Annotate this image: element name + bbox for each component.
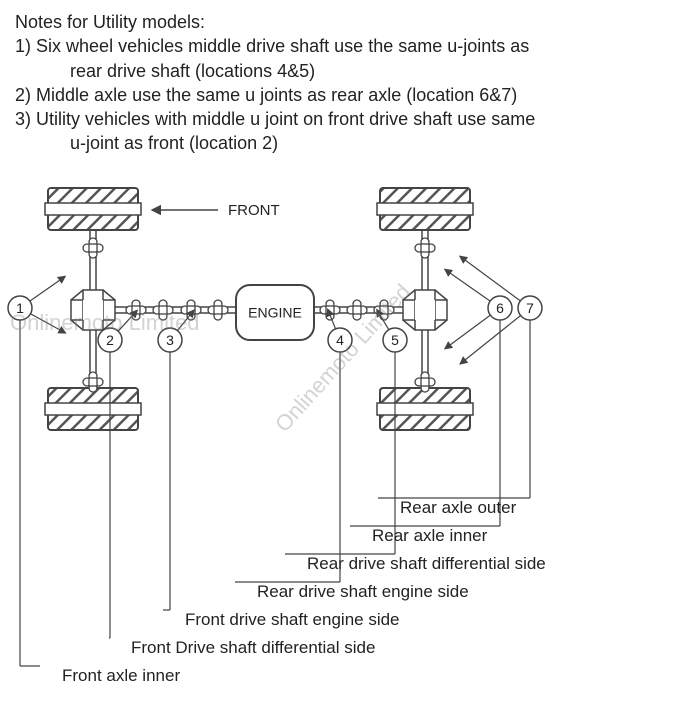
callout-label-3: Front drive shaft engine side: [185, 610, 400, 630]
svg-text:ENGINE: ENGINE: [248, 305, 302, 321]
notes-block: Notes for Utility models: 1) Six wheel v…: [0, 0, 700, 161]
svg-text:7: 7: [526, 300, 534, 316]
drivetrain-diagram: FRONTENGINE1234567 Onlinemoto Limited On…: [0, 160, 700, 700]
callout-label-5: Rear drive shaft differential side: [307, 554, 546, 574]
svg-text:6: 6: [496, 300, 504, 316]
note-3: 3) Utility vehicles with middle u joint …: [15, 107, 685, 156]
svg-text:3: 3: [166, 332, 174, 348]
svg-text:2: 2: [106, 332, 114, 348]
callout-label-6: Rear axle inner: [372, 526, 487, 546]
svg-text:1: 1: [16, 300, 24, 316]
svg-text:5: 5: [391, 332, 399, 348]
svg-text:FRONT: FRONT: [228, 202, 280, 219]
note-1: 1) Six wheel vehicles middle drive shaft…: [15, 34, 685, 83]
callout-label-2: Front Drive shaft differential side: [131, 638, 375, 658]
callout-label-7: Rear axle outer: [400, 498, 516, 518]
note-2: 2) Middle axle use the same u joints as …: [15, 83, 685, 107]
callout-label-1: Front axle inner: [62, 666, 180, 686]
callout-label-4: Rear drive shaft engine side: [257, 582, 469, 602]
notes-heading: Notes for Utility models:: [15, 10, 685, 34]
svg-text:4: 4: [336, 332, 344, 348]
